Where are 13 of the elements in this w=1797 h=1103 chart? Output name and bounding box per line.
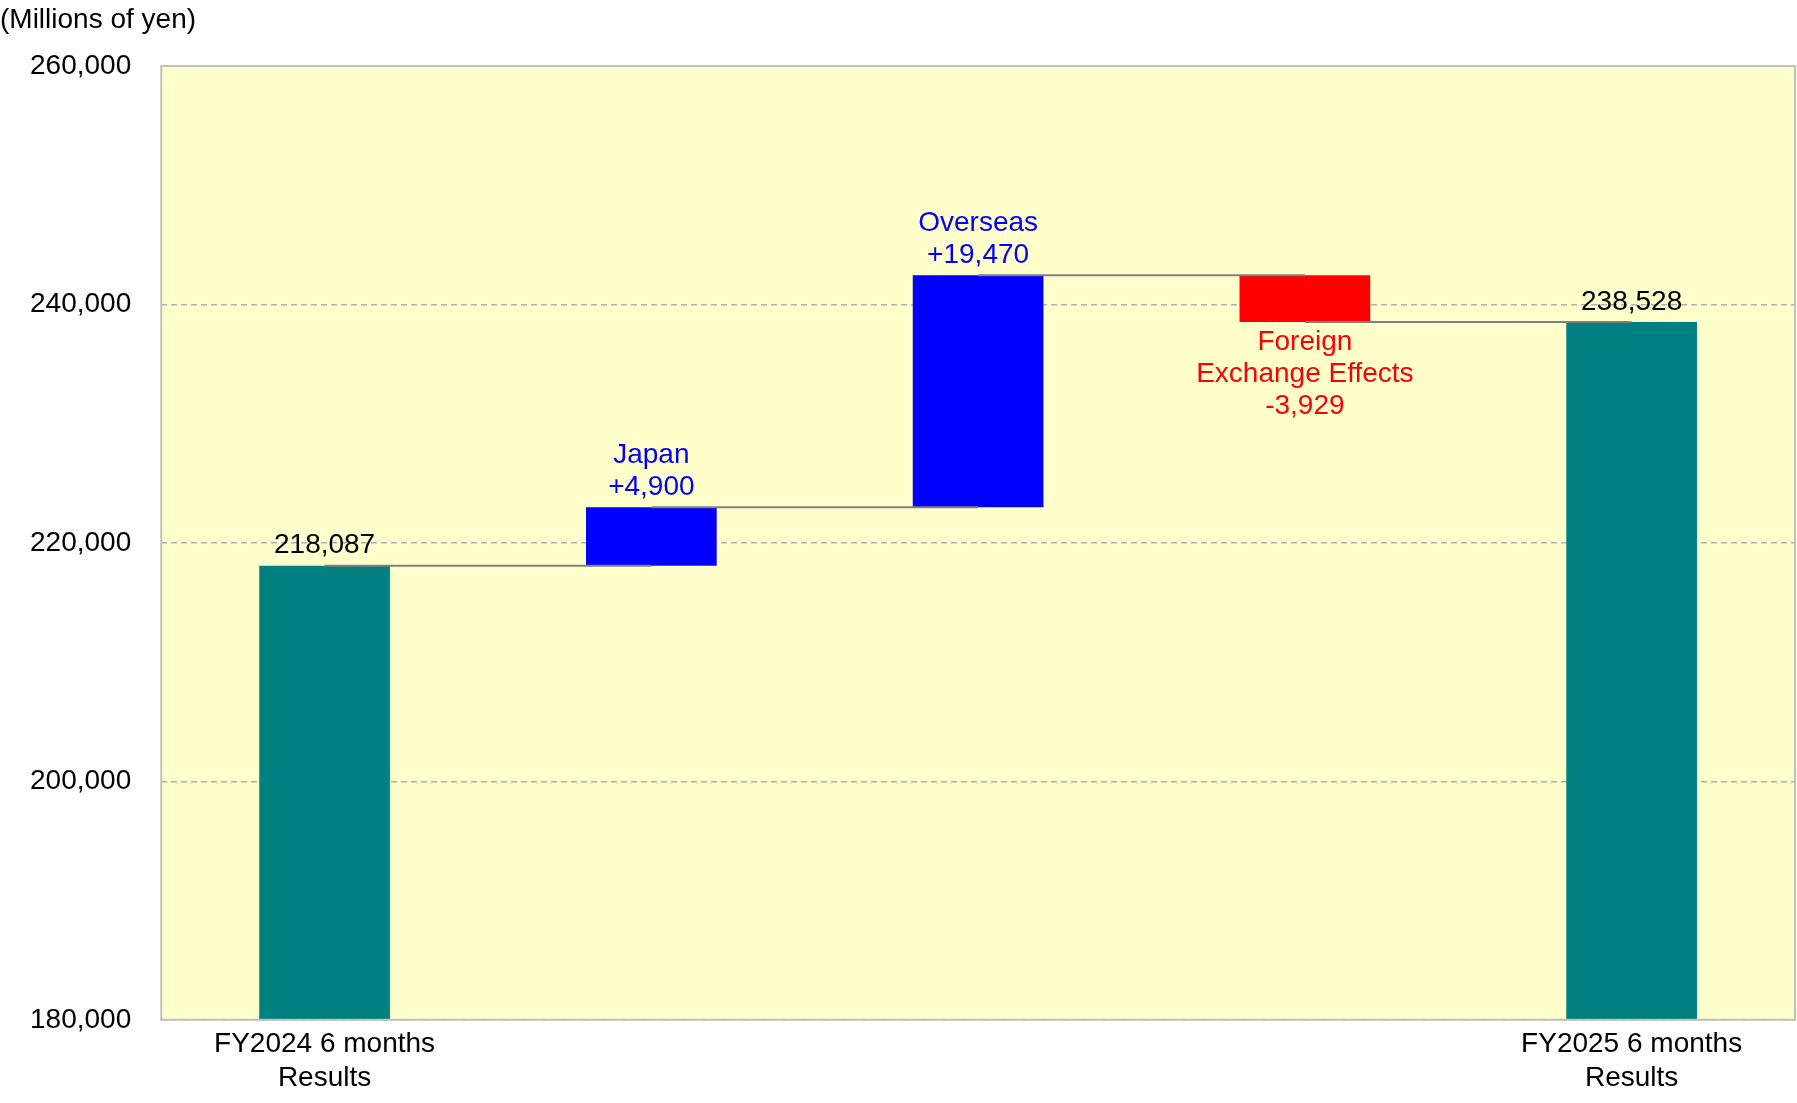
data-label: Overseas +19,470 [918,205,1039,269]
x-tick-label: FY2024 6 months Results [214,1027,436,1092]
y-tick-label: 200,000 [29,764,132,796]
data-label: Japan +4,900 [608,438,695,502]
y-tick-label: 260,000 [29,48,132,80]
data-label: 238,528 [1581,284,1683,316]
data-label: Foreign Exchange Effects -3,929 [1196,324,1414,420]
x-tick-label: FY2025 6 months Results [1521,1027,1743,1092]
y-tick-label: 220,000 [29,525,132,557]
y-tick-label: 180,000 [29,1002,132,1034]
data-label: 218,087 [273,528,376,560]
y-axis-title: (Millions of yen) [0,2,197,34]
y-tick-label: 240,000 [29,287,132,319]
